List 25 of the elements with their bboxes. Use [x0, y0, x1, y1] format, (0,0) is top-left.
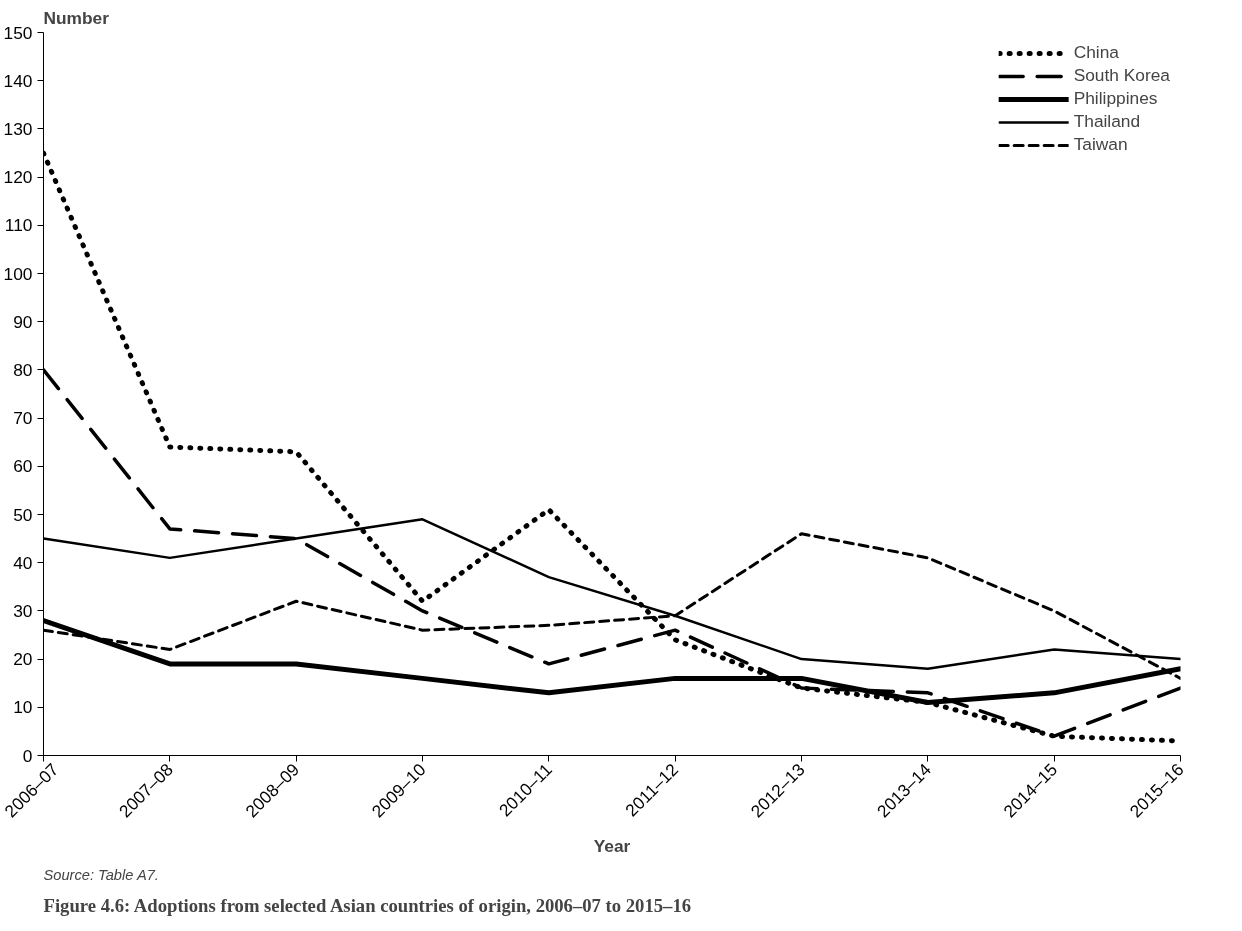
x-axis-title: Year: [593, 836, 631, 857]
y-tick-label: 10: [13, 697, 33, 718]
legend-label: Thailand: [1073, 111, 1141, 132]
legend-label: Taiwan: [1073, 134, 1128, 155]
y-tick-label: 150: [3, 22, 33, 43]
y-tick-label: 120: [3, 167, 33, 188]
y-tick-label: 20: [13, 649, 33, 670]
y-axis-title: Number: [43, 7, 110, 28]
text: Figure 4.6: Adoptions from selected Asian countries of origin, 2006–07 to 2015–16: [43, 894, 692, 916]
legend-label: Philippines: [1073, 88, 1158, 109]
y-tick-label: 130: [3, 118, 33, 139]
y-tick-label: 110: [4, 215, 33, 236]
y-tick-label: 140: [3, 70, 33, 91]
y-tick-label: 70: [13, 408, 33, 429]
y-tick-label: 40: [13, 552, 33, 573]
y-tick-label: 0: [22, 745, 33, 766]
legend-label: South Korea: [1073, 65, 1170, 86]
y-tick-label: 60: [13, 456, 33, 477]
y-tick-label: 100: [3, 263, 33, 284]
legend-label: China: [1073, 42, 1119, 63]
y-tick-label: 30: [13, 600, 33, 621]
y-tick-label: 80: [13, 359, 33, 380]
source-note: Source: Table A7.: [43, 866, 159, 883]
y-tick-label: 90: [13, 311, 33, 332]
y-tick-label: 50: [13, 504, 33, 525]
